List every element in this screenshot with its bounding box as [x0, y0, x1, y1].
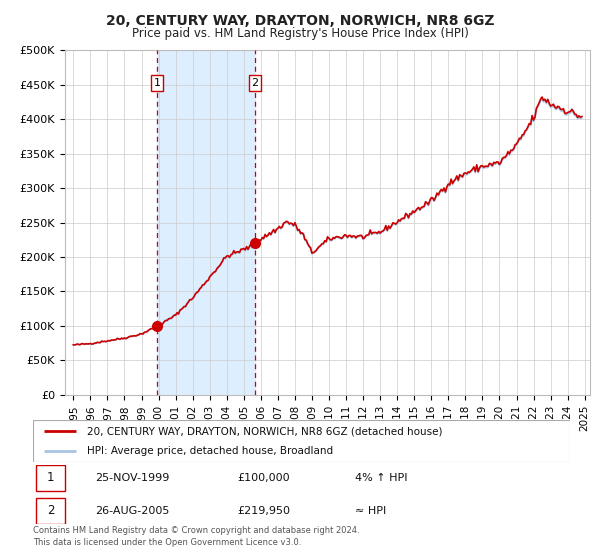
Text: £219,950: £219,950 [237, 506, 290, 516]
Text: HPI: Average price, detached house, Broadland: HPI: Average price, detached house, Broa… [87, 446, 333, 456]
Text: £100,000: £100,000 [237, 473, 290, 483]
Text: ≈ HPI: ≈ HPI [355, 506, 386, 516]
Text: 1: 1 [47, 471, 54, 484]
Text: 4% ↑ HPI: 4% ↑ HPI [355, 473, 408, 483]
Text: 1: 1 [154, 78, 160, 88]
Text: 20, CENTURY WAY, DRAYTON, NORWICH, NR8 6GZ: 20, CENTURY WAY, DRAYTON, NORWICH, NR8 6… [106, 14, 494, 28]
Text: Price paid vs. HM Land Registry's House Price Index (HPI): Price paid vs. HM Land Registry's House … [131, 27, 469, 40]
Text: 25-NOV-1999: 25-NOV-1999 [95, 473, 169, 483]
FancyBboxPatch shape [35, 465, 65, 491]
Bar [157, 50, 255, 395]
Text: 2: 2 [47, 504, 54, 517]
Text: 20, CENTURY WAY, DRAYTON, NORWICH, NR8 6GZ (detached house): 20, CENTURY WAY, DRAYTON, NORWICH, NR8 6… [87, 426, 442, 436]
Text: 26-AUG-2005: 26-AUG-2005 [95, 506, 169, 516]
Text: This data is licensed under the Open Government Licence v3.0.: This data is licensed under the Open Gov… [33, 538, 301, 547]
Text: 2: 2 [251, 78, 259, 88]
FancyBboxPatch shape [33, 420, 570, 462]
FancyBboxPatch shape [35, 498, 65, 524]
Text: Contains HM Land Registry data © Crown copyright and database right 2024.: Contains HM Land Registry data © Crown c… [33, 526, 359, 535]
